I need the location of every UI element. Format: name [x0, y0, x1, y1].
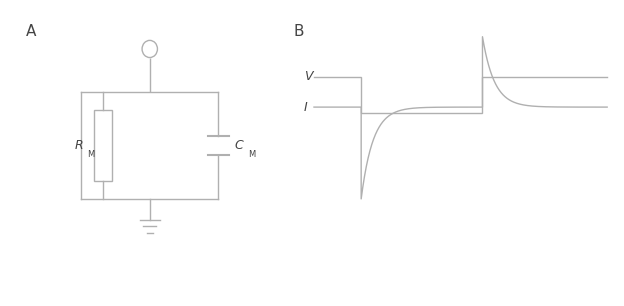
Text: M: M [87, 150, 95, 159]
Text: A: A [26, 24, 37, 39]
Text: M: M [248, 150, 255, 159]
Text: R: R [74, 139, 83, 152]
Text: V: V [304, 70, 313, 83]
Bar [94, 110, 112, 181]
Text: C: C [234, 139, 243, 152]
Text: I: I [304, 101, 308, 114]
Text: B: B [294, 24, 305, 39]
